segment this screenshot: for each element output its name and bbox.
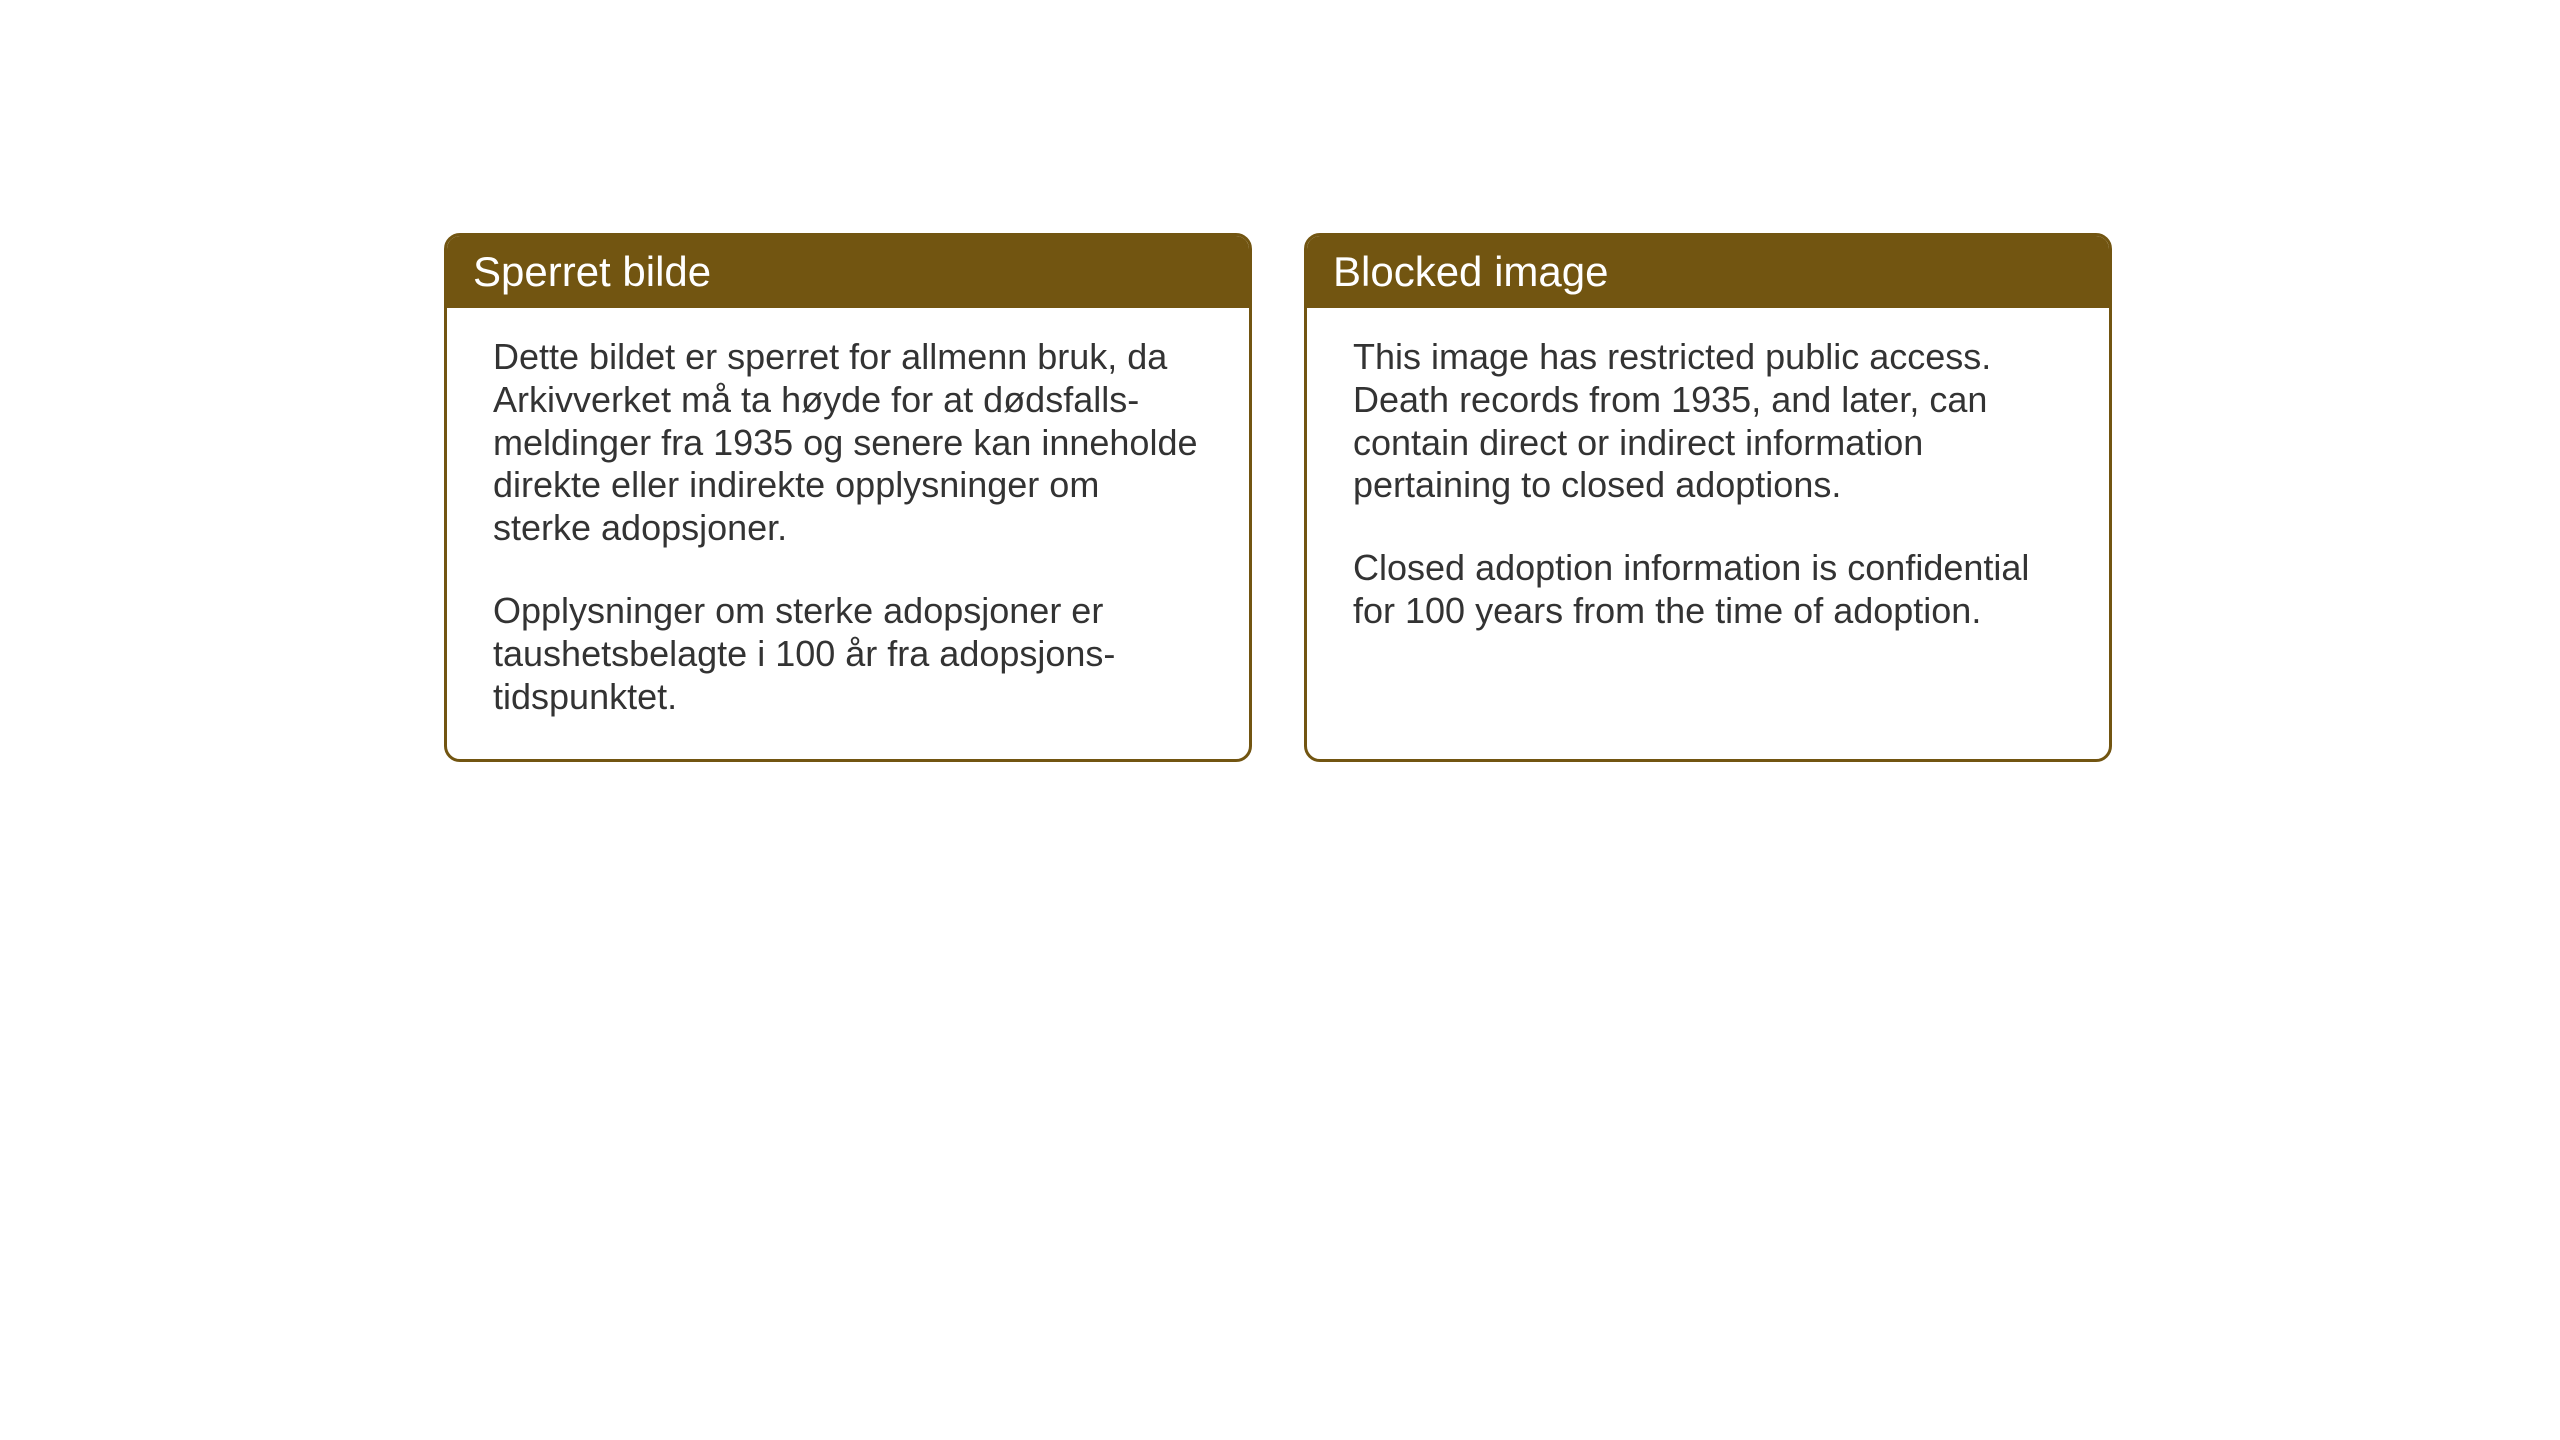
notice-container: Sperret bilde Dette bildet er sperret fo… [444, 233, 2112, 762]
card-paragraph-1-english: This image has restricted public access.… [1353, 336, 2063, 507]
card-paragraph-2-norwegian: Opplysninger om sterke adopsjoner er tau… [493, 590, 1203, 718]
card-body-english: This image has restricted public access.… [1307, 308, 2109, 673]
notice-card-english: Blocked image This image has restricted … [1304, 233, 2112, 762]
notice-card-norwegian: Sperret bilde Dette bildet er sperret fo… [444, 233, 1252, 762]
card-paragraph-1-norwegian: Dette bildet er sperret for allmenn bruk… [493, 336, 1203, 550]
card-title-english: Blocked image [1333, 248, 1608, 295]
card-header-english: Blocked image [1307, 236, 2109, 308]
card-title-norwegian: Sperret bilde [473, 248, 711, 295]
card-paragraph-2-english: Closed adoption information is confident… [1353, 547, 2063, 633]
card-header-norwegian: Sperret bilde [447, 236, 1249, 308]
card-body-norwegian: Dette bildet er sperret for allmenn bruk… [447, 308, 1249, 759]
